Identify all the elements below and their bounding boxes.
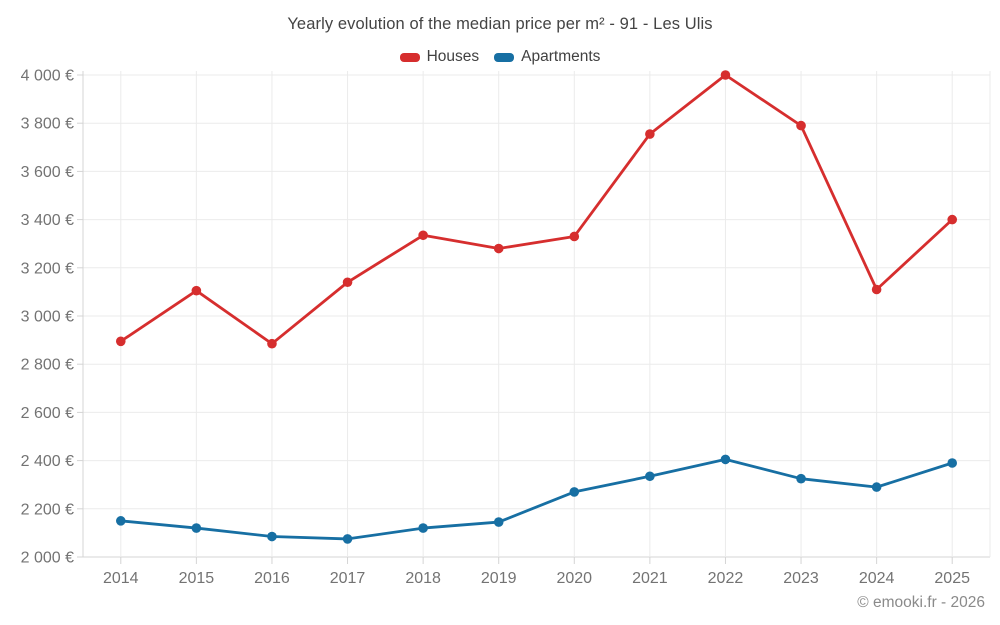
x-axis-label: 2021	[632, 570, 668, 587]
data-point-houses-2024[interactable]	[871, 284, 882, 295]
x-axis-label: 2014	[103, 570, 139, 587]
data-point-apartments-2024[interactable]	[871, 482, 882, 492]
y-axis-label: 3 400 €	[21, 212, 74, 229]
y-axis-label: 3 000 €	[21, 309, 74, 326]
y-axis-label: 2 200 €	[21, 501, 74, 518]
data-point-houses-2018[interactable]	[418, 230, 428, 241]
data-point-houses-2017[interactable]	[342, 277, 353, 288]
legend: Houses Apartments	[0, 48, 1000, 66]
data-point-houses-2023[interactable]	[796, 120, 806, 131]
data-point-houses-2020[interactable]	[569, 231, 580, 242]
x-axis-label: 2018	[405, 570, 441, 587]
data-point-apartments-2023[interactable]	[796, 473, 806, 484]
data-point-apartments-2018[interactable]	[418, 523, 428, 533]
houses-legend-label: Houses	[426, 48, 480, 65]
x-axis-label: 2024	[859, 570, 895, 587]
x-axis-label: 2020	[556, 570, 592, 587]
x-axis-label: 2025	[934, 570, 970, 587]
y-axis-label: 4 000 €	[21, 68, 74, 85]
y-axis-label: 3 200 €	[21, 260, 74, 277]
data-point-houses-2019[interactable]	[493, 243, 504, 254]
legend-item-apartments[interactable]: Apartments	[494, 48, 600, 66]
data-point-apartments-2016[interactable]	[267, 531, 277, 542]
apartments-line	[119, 457, 954, 541]
x-axis-label: 2019	[481, 570, 517, 587]
data-point-apartments-2020[interactable]	[569, 487, 580, 497]
copyright-text: © emooki.fr - 2026	[857, 594, 985, 611]
x-axis-label: 2023	[783, 570, 819, 587]
y-axis-label: 3 800 €	[21, 116, 74, 133]
data-point-apartments-2014[interactable]	[115, 516, 126, 526]
apartments-legend-label: Apartments	[521, 48, 601, 65]
data-point-apartments-2025[interactable]	[947, 458, 958, 468]
data-point-apartments-2019[interactable]	[493, 517, 504, 527]
houses-line	[119, 73, 954, 346]
y-axis-label: 3 600 €	[21, 164, 74, 181]
data-point-houses-2025[interactable]	[947, 214, 958, 225]
y-axis-label: 2 400 €	[21, 453, 74, 470]
x-axis-label: 2022	[708, 570, 744, 587]
y-axis-label: 2 800 €	[21, 357, 74, 374]
data-point-houses-2022[interactable]	[720, 70, 731, 80]
data-point-apartments-2022[interactable]	[720, 454, 731, 465]
chart-title: Yearly evolution of the median price per…	[287, 15, 713, 33]
y-axis-label: 2 600 €	[21, 405, 74, 422]
data-point-apartments-2017[interactable]	[342, 534, 353, 544]
data-point-houses-2016[interactable]	[267, 338, 277, 349]
data-point-houses-2021[interactable]	[645, 129, 655, 139]
data-point-apartments-2021[interactable]	[645, 471, 655, 482]
x-axis-label: 2015	[179, 570, 215, 587]
houses-legend-swatch-icon	[399, 52, 420, 62]
x-axis-label: 2016	[254, 570, 290, 587]
data-point-houses-2014[interactable]	[115, 336, 126, 347]
x-axis-label: 2017	[330, 570, 366, 587]
data-point-apartments-2015[interactable]	[191, 523, 202, 533]
data-point-houses-2015[interactable]	[191, 285, 202, 296]
y-axis-label: 2 000 €	[21, 550, 74, 567]
apartments-legend-swatch-icon	[494, 52, 515, 62]
legend-item-houses[interactable]: Houses	[399, 48, 480, 66]
